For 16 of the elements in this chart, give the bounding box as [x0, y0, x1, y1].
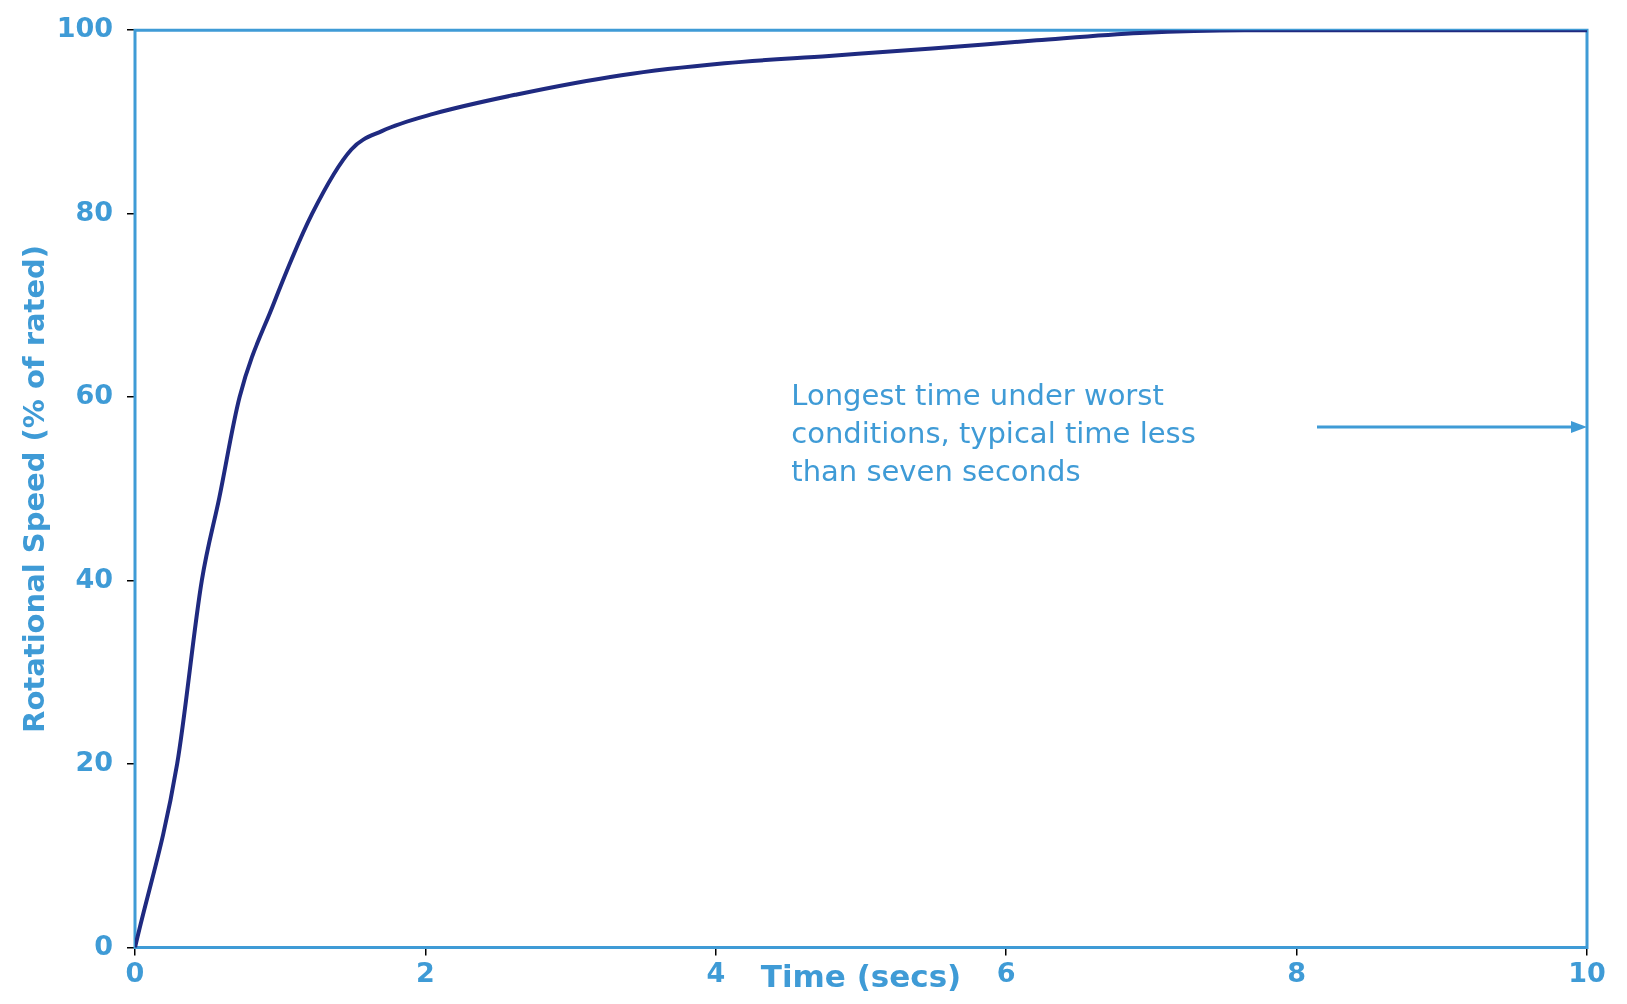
y-tick-label: 20: [75, 746, 113, 778]
y-tick-label: 40: [75, 562, 113, 594]
x-tick-label: 8: [1287, 956, 1306, 988]
y-axis-title: Rotational Speed (% of rated): [16, 244, 51, 733]
x-tick-label: 2: [416, 956, 435, 988]
y-tick-label: 80: [75, 195, 113, 227]
line-series: [135, 30, 1587, 948]
y-tick-label: 60: [75, 379, 113, 411]
x-tick-label: 4: [706, 956, 726, 988]
y-tick-label: 100: [56, 12, 113, 44]
x-axis-title: Time (secs): [760, 958, 962, 995]
x-tick-label: 0: [125, 956, 145, 988]
x-tick-label: 6: [996, 956, 1016, 988]
x-tick-label: 10: [1568, 956, 1606, 988]
annotation: Longest time under worst conditions, typical time less than seven seconds: [791, 378, 1196, 489]
y-tick-label: 0: [94, 929, 113, 961]
